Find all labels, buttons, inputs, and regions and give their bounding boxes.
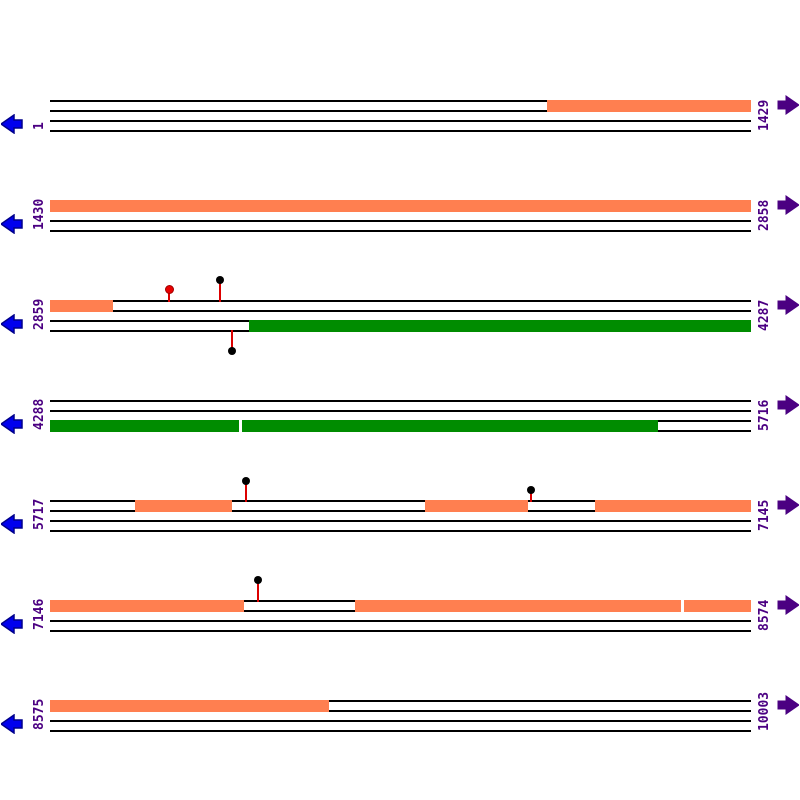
lollipop-dot-black[interactable] bbox=[216, 276, 224, 284]
lollipop-dot-black[interactable] bbox=[254, 576, 262, 584]
row-start-position-label: 2859 bbox=[32, 298, 47, 330]
frame-line bbox=[50, 730, 751, 732]
right-arrow-icon[interactable] bbox=[777, 95, 799, 115]
frame-line bbox=[50, 700, 751, 702]
frame-line bbox=[50, 630, 751, 632]
frame-line bbox=[50, 400, 751, 402]
feature-bar-orange-top[interactable] bbox=[547, 100, 751, 112]
feature-bar-orange-top[interactable] bbox=[595, 500, 751, 512]
frame-line bbox=[50, 100, 751, 102]
feature-bar-orange-top[interactable] bbox=[425, 500, 528, 512]
right-arrow-icon[interactable] bbox=[777, 395, 799, 415]
frame-line bbox=[50, 720, 751, 722]
feature-bar-orange-top[interactable] bbox=[50, 600, 244, 612]
lollipop-stem bbox=[245, 481, 247, 502]
left-arrow-icon[interactable] bbox=[1, 414, 23, 434]
lollipop-dot-black[interactable] bbox=[228, 347, 236, 355]
frame-line bbox=[50, 310, 751, 312]
row-start-position-label: 1430 bbox=[32, 198, 47, 230]
left-arrow-icon[interactable] bbox=[1, 714, 23, 734]
feature-gap-tick bbox=[239, 420, 242, 432]
lollipop-stem bbox=[231, 330, 233, 351]
feature-bar-orange-top[interactable] bbox=[50, 200, 751, 212]
left-arrow-icon[interactable] bbox=[1, 214, 23, 234]
row-end-position-label: 5716 bbox=[757, 399, 772, 431]
frame-line bbox=[50, 710, 751, 712]
feature-bar-green-bottom[interactable] bbox=[249, 320, 751, 332]
right-arrow-icon[interactable] bbox=[777, 595, 799, 615]
lollipop-stem bbox=[257, 580, 259, 602]
right-arrow-icon[interactable] bbox=[777, 195, 799, 215]
right-arrow-icon[interactable] bbox=[777, 295, 799, 315]
right-arrow-icon[interactable] bbox=[777, 695, 799, 715]
row-start-position-label: 1 bbox=[32, 122, 47, 130]
frame-line bbox=[50, 500, 751, 502]
lollipop-dot-black[interactable] bbox=[242, 477, 250, 485]
row-end-position-label: 4287 bbox=[757, 299, 772, 331]
lollipop-dot-black[interactable] bbox=[527, 486, 535, 494]
row-start-position-label: 8575 bbox=[32, 698, 47, 730]
feature-bar-orange-top[interactable] bbox=[50, 700, 329, 712]
lollipop-dot-red[interactable] bbox=[165, 285, 174, 294]
feature-bar-orange-top[interactable] bbox=[50, 300, 113, 312]
row-end-position-label: 2858 bbox=[757, 199, 772, 231]
row-end-position-label: 7145 bbox=[757, 499, 772, 531]
row-end-position-label: 1429 bbox=[757, 99, 772, 131]
right-arrow-icon[interactable] bbox=[777, 495, 799, 515]
lollipop-stem bbox=[530, 490, 532, 502]
row-end-position-label: 8574 bbox=[757, 599, 772, 631]
row-start-position-label: 5717 bbox=[32, 498, 47, 530]
left-arrow-icon[interactable] bbox=[1, 614, 23, 634]
feature-bar-orange-top[interactable] bbox=[355, 600, 751, 612]
frame-line bbox=[50, 510, 751, 512]
frame-line bbox=[50, 130, 751, 132]
lollipop-stem bbox=[219, 280, 221, 302]
left-arrow-icon[interactable] bbox=[1, 514, 23, 534]
frame-line bbox=[50, 410, 751, 412]
feature-gap-tick bbox=[681, 600, 684, 612]
row-start-position-label: 7146 bbox=[32, 598, 47, 630]
lollipop-stem bbox=[168, 289, 170, 302]
frame-line bbox=[50, 120, 751, 122]
frame-line bbox=[50, 530, 751, 532]
row-end-position-label: 10003 bbox=[757, 691, 772, 731]
feature-bar-green-bottom[interactable] bbox=[50, 420, 658, 432]
frame-line bbox=[50, 620, 751, 622]
frame-line bbox=[50, 520, 751, 522]
row-start-position-label: 4288 bbox=[32, 398, 47, 430]
frame-line bbox=[50, 110, 751, 112]
frame-line bbox=[50, 230, 751, 232]
frame-line bbox=[50, 220, 751, 222]
left-arrow-icon[interactable] bbox=[1, 314, 23, 334]
frame-line bbox=[50, 300, 751, 302]
left-arrow-icon[interactable] bbox=[1, 114, 23, 134]
feature-bar-orange-top[interactable] bbox=[135, 500, 232, 512]
